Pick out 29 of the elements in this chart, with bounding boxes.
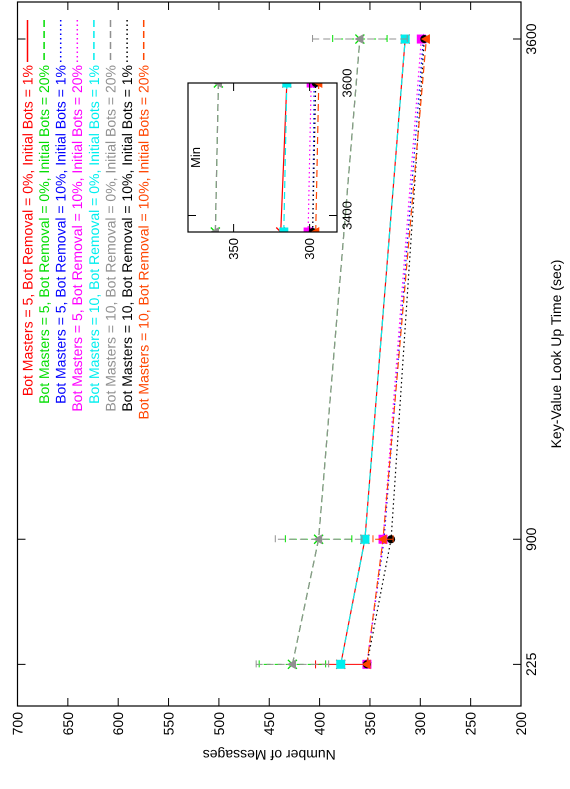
x-tick-label: 250	[462, 712, 479, 736]
text: Bot Masters = 10, Bot Removal = 10%, Initial Bots = 20%	[136, 65, 152, 420]
y-tick-label: 3600	[523, 23, 540, 55]
text: Bot Masters = 10, Bot Removal = 0%, Initial Bots = 20%	[102, 65, 118, 412]
text: Bot Masters = 5, Bot Removal = 10%, Initial Bots = 20%	[69, 65, 86, 412]
x-tick-label: 350	[362, 712, 378, 736]
text: Bot Masters = 5, Bot Removal = 10%, Initial Bots = 1%	[52, 65, 69, 404]
y-tick-label: 225	[523, 652, 540, 676]
x-tick-label: 550	[160, 712, 176, 736]
x-tick-label: 450	[261, 712, 278, 736]
y-tick-label: 3400	[339, 200, 354, 230]
x-tick-label: 650	[60, 712, 76, 736]
x-tick-label: 350	[226, 238, 242, 260]
x-tick-label: 300	[412, 712, 428, 736]
text: Min	[188, 147, 203, 168]
x-tick-label: 500	[210, 712, 227, 736]
x-tick-label: 200	[512, 712, 529, 736]
x-tick-label: 300	[302, 238, 318, 260]
x-axis-title: Number of Messages	[202, 747, 336, 763]
x-tick-label: 400	[312, 712, 328, 736]
text: Bot Masters = 5, Bot Removal = 0%, Initial Bots = 1%	[19, 65, 36, 396]
y-tick-label: 900	[523, 527, 540, 551]
y-axis-title: Key-Value Look Up Time (sec)	[548, 260, 564, 448]
x-tick-label: 700	[9, 712, 26, 736]
y-tick-label: 3600	[339, 68, 354, 98]
text: Bot Masters = 10, Bot Removal = 0%, Initial Bots = 1%	[86, 65, 102, 404]
text: Bot Masters = 10, Bot Removal = 10%, Initial Bots = 1%	[119, 65, 135, 412]
x-tick-label: 600	[110, 712, 126, 736]
text: Bot Masters = 5, Bot Removal = 0%, Initial Bots = 20%	[36, 65, 52, 404]
